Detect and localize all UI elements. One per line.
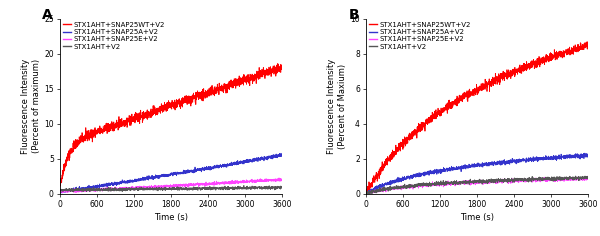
Y-axis label: Fluorescence Intensity
(Percent of Maxium): Fluorescence Intensity (Percent of Maxiu… <box>328 59 347 154</box>
STX1AHT+SNAP25WT+V2 <box>140 118 147 121</box>
STX1AHT+V2 <box>454 181 461 184</box>
STX1AHT+V2 <box>140 186 147 189</box>
STX1AHT+V2 <box>514 180 521 182</box>
X-axis label: Time (s): Time (s) <box>154 213 188 222</box>
STX1AHT+SNAP25WT+V2 <box>584 40 592 43</box>
STX1AHT+SNAP25E+V2 <box>278 178 286 181</box>
STX1AHT+V2 <box>104 188 111 190</box>
STX1AHT+SNAP25E+V2 <box>147 186 154 189</box>
STX1AHT+SNAP25WT+V2 <box>104 126 111 129</box>
STX1AHT+V2 <box>572 175 579 177</box>
STX1AHT+SNAP25A+V2 <box>147 177 154 180</box>
STX1AHT+SNAP25E+V2 <box>584 177 592 180</box>
STX1AHT+V2 <box>410 186 417 189</box>
Y-axis label: Fluorescence Intensity
(Percent of maximum): Fluorescence Intensity (Percent of maxim… <box>21 59 41 154</box>
STX1AHT+SNAP25E+V2 <box>148 186 155 189</box>
STX1AHT+SNAP25WT+V2 <box>362 192 370 195</box>
STX1AHT+SNAP25WT+V2 <box>363 192 370 195</box>
STX1AHT+SNAP25E+V2 <box>584 175 591 177</box>
STX1AHT+SNAP25WT+V2 <box>376 170 383 173</box>
STX1AHT+SNAP25E+V2 <box>104 189 111 192</box>
STX1AHT+V2 <box>147 188 154 191</box>
STX1AHT+SNAP25WT+V2 <box>584 42 592 45</box>
STX1AHT+V2 <box>278 187 286 190</box>
STX1AHT+SNAP25A+V2 <box>376 186 383 189</box>
STX1AHT+V2 <box>148 187 155 190</box>
STX1AHT+SNAP25E+V2 <box>454 181 461 184</box>
STX1AHT+V2 <box>79 190 86 193</box>
STX1AHT+SNAP25E+V2 <box>140 187 147 190</box>
Line: STX1AHT+SNAP25E+V2: STX1AHT+SNAP25E+V2 <box>60 178 282 193</box>
STX1AHT+SNAP25E+V2 <box>275 177 283 179</box>
STX1AHT+SNAP25WT+V2 <box>208 85 215 88</box>
Text: B: B <box>349 8 359 22</box>
STX1AHT+SNAP25WT+V2 <box>514 70 521 73</box>
STX1AHT+SNAP25WT+V2 <box>56 185 64 188</box>
STX1AHT+SNAP25E+V2 <box>362 192 370 195</box>
STX1AHT+SNAP25A+V2 <box>104 182 111 185</box>
STX1AHT+SNAP25WT+V2 <box>148 110 155 113</box>
STX1AHT+SNAP25A+V2 <box>410 174 417 177</box>
STX1AHT+V2 <box>362 192 370 195</box>
Legend: STX1AHT+SNAP25WT+V2, STX1AHT+SNAP25A+V2, STX1AHT+SNAP25E+V2, STX1AHT+V2: STX1AHT+SNAP25WT+V2, STX1AHT+SNAP25A+V2,… <box>62 21 165 51</box>
STX1AHT+SNAP25A+V2 <box>453 167 460 170</box>
STX1AHT+SNAP25A+V2 <box>208 166 215 169</box>
STX1AHT+SNAP25WT+V2 <box>454 98 461 101</box>
STX1AHT+SNAP25A+V2 <box>514 160 521 163</box>
STX1AHT+SNAP25E+V2 <box>410 185 417 188</box>
Line: STX1AHT+V2: STX1AHT+V2 <box>366 176 588 194</box>
Legend: STX1AHT+SNAP25WT+V2, STX1AHT+SNAP25A+V2, STX1AHT+SNAP25E+V2, STX1AHT+V2: STX1AHT+SNAP25WT+V2, STX1AHT+SNAP25A+V2,… <box>368 21 472 51</box>
STX1AHT+SNAP25A+V2 <box>58 192 65 194</box>
STX1AHT+SNAP25E+V2 <box>453 181 460 184</box>
STX1AHT+SNAP25WT+V2 <box>274 62 281 65</box>
STX1AHT+SNAP25E+V2 <box>59 191 67 194</box>
STX1AHT+SNAP25A+V2 <box>454 166 461 169</box>
Line: STX1AHT+SNAP25E+V2: STX1AHT+SNAP25E+V2 <box>366 176 588 194</box>
STX1AHT+SNAP25A+V2 <box>362 191 370 194</box>
Line: STX1AHT+SNAP25A+V2: STX1AHT+SNAP25A+V2 <box>60 153 282 193</box>
STX1AHT+SNAP25A+V2 <box>581 152 589 155</box>
Line: STX1AHT+V2: STX1AHT+V2 <box>60 185 282 192</box>
STX1AHT+SNAP25E+V2 <box>446 182 453 185</box>
STX1AHT+SNAP25E+V2 <box>56 191 64 194</box>
Text: A: A <box>42 8 53 22</box>
STX1AHT+V2 <box>240 184 247 187</box>
STX1AHT+SNAP25A+V2 <box>363 192 370 195</box>
STX1AHT+V2 <box>56 190 64 192</box>
STX1AHT+SNAP25A+V2 <box>148 174 155 177</box>
STX1AHT+SNAP25WT+V2 <box>453 98 460 101</box>
STX1AHT+SNAP25E+V2 <box>375 189 382 191</box>
STX1AHT+SNAP25A+V2 <box>446 167 453 170</box>
STX1AHT+SNAP25WT+V2 <box>56 184 64 187</box>
Line: STX1AHT+SNAP25WT+V2: STX1AHT+SNAP25WT+V2 <box>366 42 588 194</box>
STX1AHT+SNAP25WT+V2 <box>147 110 154 113</box>
STX1AHT+SNAP25A+V2 <box>69 189 76 191</box>
STX1AHT+SNAP25WT+V2 <box>446 99 453 101</box>
STX1AHT+V2 <box>453 180 460 183</box>
STX1AHT+V2 <box>208 187 215 190</box>
STX1AHT+SNAP25A+V2 <box>140 177 147 180</box>
Line: STX1AHT+SNAP25WT+V2: STX1AHT+SNAP25WT+V2 <box>60 63 282 186</box>
STX1AHT+SNAP25A+V2 <box>584 152 592 155</box>
STX1AHT+V2 <box>376 188 383 191</box>
STX1AHT+SNAP25A+V2 <box>278 154 286 157</box>
STX1AHT+V2 <box>584 176 592 179</box>
STX1AHT+SNAP25WT+V2 <box>278 66 286 69</box>
STX1AHT+SNAP25E+V2 <box>514 181 521 183</box>
STX1AHT+V2 <box>69 190 76 192</box>
STX1AHT+SNAP25WT+V2 <box>69 147 76 150</box>
STX1AHT+V2 <box>362 191 370 194</box>
STX1AHT+SNAP25E+V2 <box>69 190 76 192</box>
STX1AHT+SNAP25E+V2 <box>208 183 215 186</box>
STX1AHT+SNAP25A+V2 <box>56 188 64 191</box>
STX1AHT+SNAP25WT+V2 <box>410 134 417 136</box>
X-axis label: Time (s): Time (s) <box>460 213 494 222</box>
STX1AHT+SNAP25A+V2 <box>277 152 284 155</box>
Line: STX1AHT+SNAP25A+V2: STX1AHT+SNAP25A+V2 <box>366 153 588 194</box>
STX1AHT+V2 <box>446 181 453 184</box>
